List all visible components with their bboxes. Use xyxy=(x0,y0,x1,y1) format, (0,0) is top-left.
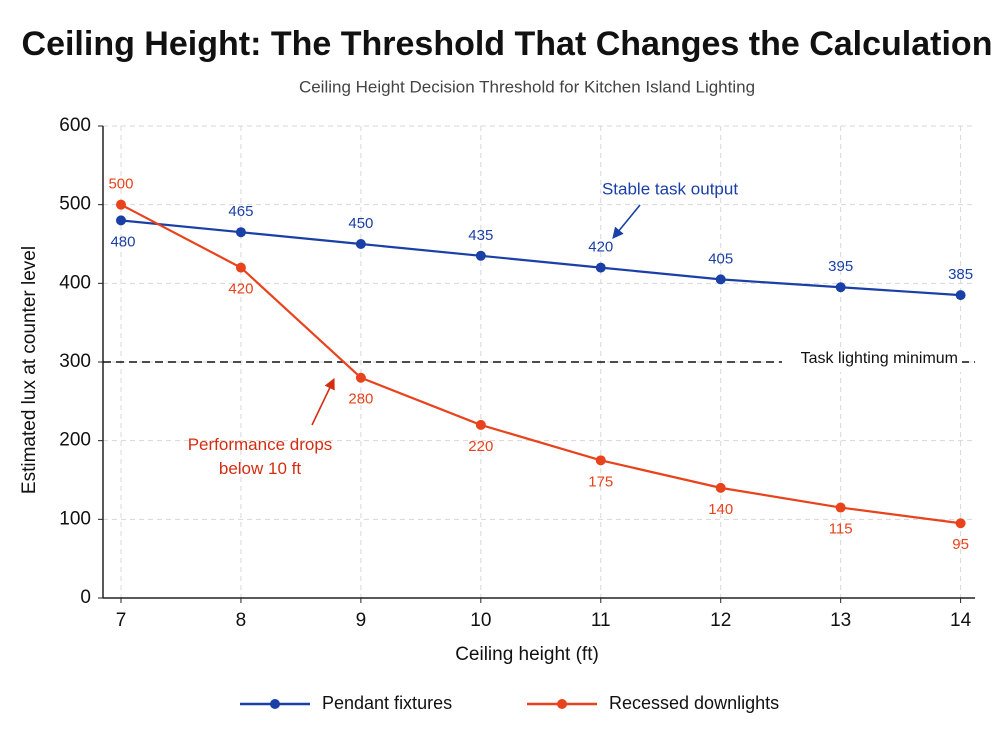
legend-marker xyxy=(270,699,280,709)
data-label: 385 xyxy=(948,266,973,283)
data-point xyxy=(475,250,486,261)
data-point xyxy=(235,262,246,273)
x-tick-label: 10 xyxy=(470,610,491,631)
data-label: 420 xyxy=(228,281,253,298)
data-point xyxy=(355,239,366,249)
legend-label: Pendant fixtures xyxy=(322,693,452,713)
data-label: 405 xyxy=(708,250,733,267)
data-point xyxy=(595,455,606,466)
data-label: 465 xyxy=(228,203,253,220)
data-point xyxy=(955,290,966,301)
annotation: Stable task output xyxy=(602,179,738,198)
legend-marker xyxy=(557,699,567,709)
annotation-arrow xyxy=(612,204,641,239)
data-point xyxy=(595,262,606,273)
data-label: 95 xyxy=(952,536,969,553)
data-point xyxy=(475,419,486,430)
data-label: 140 xyxy=(708,501,733,518)
chart-subtitle: Ceiling Height Decision Threshold for Ki… xyxy=(299,77,755,96)
data-label: 420 xyxy=(588,239,613,256)
y-tick-label: 400 xyxy=(59,272,91,293)
data-label: 450 xyxy=(348,215,373,232)
y-tick-label: 100 xyxy=(59,508,91,529)
data-label: 500 xyxy=(108,176,133,193)
series-line xyxy=(120,203,961,525)
data-label: 115 xyxy=(829,521,853,538)
y-axis-label: Estimated lux at counter level xyxy=(19,246,40,494)
x-axis-label: Ceiling height (ft) xyxy=(455,644,599,665)
data-point xyxy=(955,518,966,529)
data-point xyxy=(715,274,726,285)
data-point xyxy=(355,372,366,383)
annotation-arrow xyxy=(311,377,335,426)
data-point xyxy=(115,199,126,210)
x-tick-label: 14 xyxy=(950,610,972,631)
threshold-label: Task lighting minimum xyxy=(801,350,958,367)
x-tick-label: 7 xyxy=(116,610,127,631)
data-point xyxy=(715,482,726,493)
y-tick-label: 300 xyxy=(59,351,91,372)
x-tick-label: 11 xyxy=(591,610,611,631)
data-label: 280 xyxy=(348,391,373,408)
data-point xyxy=(115,215,126,226)
data-point xyxy=(235,227,246,238)
data-label: 480 xyxy=(110,233,135,250)
y-tick-label: 200 xyxy=(59,430,91,451)
annotation: Performance drops below 10 ft xyxy=(188,435,333,478)
series-line xyxy=(120,219,961,297)
data-label: 220 xyxy=(468,438,493,455)
y-tick-label: 0 xyxy=(80,587,91,608)
chart-title: Ceiling Height: The Threshold That Chang… xyxy=(22,25,993,63)
y-tick-label: 600 xyxy=(59,115,91,136)
data-label: 395 xyxy=(828,258,853,275)
threshold-label-bg xyxy=(782,350,962,372)
y-tick-label: 500 xyxy=(59,194,91,215)
data-label: 435 xyxy=(468,227,493,244)
data-point xyxy=(835,502,846,513)
annotation-line: below 10 ft xyxy=(219,459,301,478)
x-tick-label: 13 xyxy=(830,610,851,631)
x-tick-label: 9 xyxy=(356,610,367,631)
data-label: 175 xyxy=(588,473,613,490)
annotation-line: Performance drops xyxy=(188,435,333,454)
x-tick-label: 12 xyxy=(710,610,731,631)
legend-label: Recessed downlights xyxy=(609,693,779,713)
data-point xyxy=(835,282,846,293)
x-tick-label: 8 xyxy=(236,610,247,631)
